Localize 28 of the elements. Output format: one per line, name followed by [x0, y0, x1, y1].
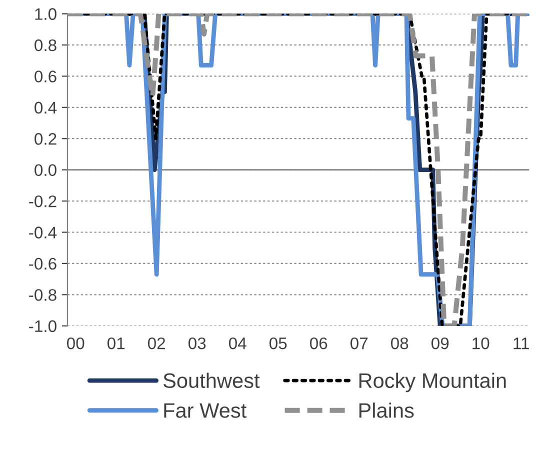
y-tick-label: -0.2: [29, 195, 56, 208]
y-tick-label: 0.4: [34, 102, 57, 114]
legend-label: Far West: [164, 403, 247, 418]
x-tick-label: 08: [390, 337, 408, 350]
x-tick-label: 10: [472, 337, 490, 350]
legend-label: Plains: [359, 402, 414, 418]
x-tick-label: 01: [107, 337, 125, 350]
y-tick-label: 0.8: [34, 39, 56, 52]
y-tick-label: -0.8: [29, 289, 56, 301]
y-tick-label: -1.0: [29, 320, 56, 332]
x-tick-label: 09: [431, 337, 449, 350]
x-tick-label: 03: [188, 337, 206, 350]
y-tick-label: 1.0: [35, 8, 56, 20]
y-tick-label: 0.2: [34, 133, 56, 145]
y-tick-label: -0.6: [29, 258, 56, 270]
x-tick-label: 11: [514, 338, 529, 350]
x-tick-label: 04: [228, 337, 246, 350]
x-tick-label: 05: [269, 337, 287, 350]
x-tick-label: 06: [310, 337, 328, 350]
line-series: [68, 14, 530, 326]
y-tick-label: -0.4: [29, 226, 57, 238]
y-tick-label: 0.0: [34, 164, 56, 176]
x-tick-label: 00: [66, 337, 84, 350]
legend-label: Rocky Mountain: [359, 372, 506, 392]
y-tick-label: 0.6: [34, 70, 56, 82]
x-tick-label: 02: [148, 337, 166, 350]
legend-label: Southwest: [163, 372, 260, 388]
x-tick-label: 07: [350, 337, 368, 350]
